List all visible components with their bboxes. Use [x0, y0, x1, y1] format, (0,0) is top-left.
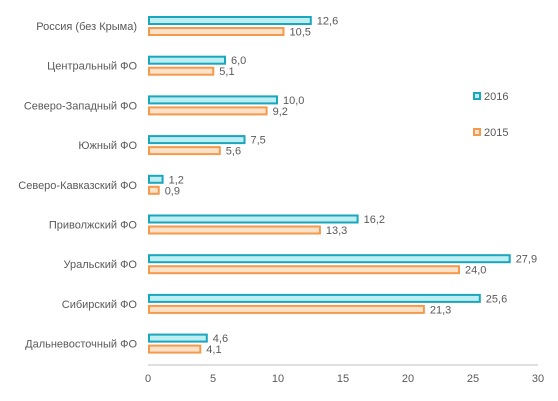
data-label: 4,1	[206, 344, 221, 356]
bar-2016	[148, 16, 312, 25]
category-label: Южный ФО	[78, 140, 137, 152]
bar-2016	[148, 95, 278, 105]
bars	[148, 16, 511, 354]
data-label: 25,6	[486, 293, 507, 305]
data-label: 4,6	[213, 333, 228, 345]
data-label: 7,5	[251, 135, 266, 147]
x-tick-label: 0	[145, 373, 151, 385]
bar-2015	[148, 304, 425, 314]
x-tick-label: 25	[467, 373, 479, 385]
legend-swatch	[473, 92, 481, 100]
data-label: 10,0	[283, 95, 304, 107]
data-label: 21,3	[430, 304, 451, 316]
data-label: 12,6	[317, 16, 338, 28]
data-label: 13,3	[326, 225, 347, 237]
bar-2016	[148, 333, 208, 343]
legend-label: 2016	[484, 91, 508, 103]
bar-2016	[148, 214, 359, 224]
value-labels: 12,6 10,5 6,05,1 10,09,2 7,5 5,6 1,20,9 16,2 13,…	[165, 16, 537, 357]
category-label: Приволжский ФО	[49, 220, 138, 232]
x-tick-label: 5	[210, 373, 216, 385]
bar-2015	[148, 146, 221, 156]
legend-label: 2015	[484, 127, 508, 139]
bar-2015	[148, 344, 202, 354]
data-label: 9,2	[273, 106, 288, 118]
data-label: 0,9	[165, 185, 180, 197]
bar-2016	[148, 293, 481, 303]
x-tick-label: 10	[272, 373, 284, 385]
bar-2015	[148, 265, 460, 275]
x-axis: 0 5 10 15 20 25 30	[145, 364, 544, 385]
category-label: Уральский ФО	[64, 259, 138, 271]
bar-2016	[148, 174, 164, 184]
category-label: Северо-Западный ФО	[24, 100, 138, 112]
x-tick-label: 15	[337, 373, 349, 385]
data-label: 10,5	[290, 27, 311, 39]
data-label: 1,2	[169, 174, 184, 186]
legend: 2016 2015	[473, 91, 508, 139]
bar-2015	[148, 185, 160, 195]
bar-2015	[148, 225, 321, 235]
bar-2015	[148, 66, 215, 76]
category-label: Россия (без Крыма)	[36, 21, 137, 33]
bar-2016	[148, 135, 246, 145]
x-tick-label: 30	[532, 373, 544, 385]
data-label: 16,2	[364, 214, 385, 226]
category-label: Сибирский ФО	[62, 299, 138, 311]
category-label: Северо-Кавказский ФО	[18, 180, 137, 192]
legend-swatch	[473, 128, 481, 136]
data-label: 6,0	[231, 55, 246, 67]
data-label: 5,6	[226, 146, 241, 158]
bar-2016	[148, 55, 226, 65]
data-label: 27,9	[516, 254, 537, 266]
bar-2015	[148, 106, 268, 116]
category-label: Центральный ФО	[47, 61, 137, 73]
data-label: 5,1	[219, 66, 234, 78]
data-label: 24,0	[465, 265, 486, 277]
x-tick-label: 20	[402, 373, 414, 385]
bar-2015	[148, 27, 285, 36]
category-labels: Россия (без Крыма) Центральный ФО Северо-З…	[18, 21, 137, 351]
category-label: Дальневосточный ФО	[25, 339, 137, 351]
bar-2016	[148, 254, 511, 264]
